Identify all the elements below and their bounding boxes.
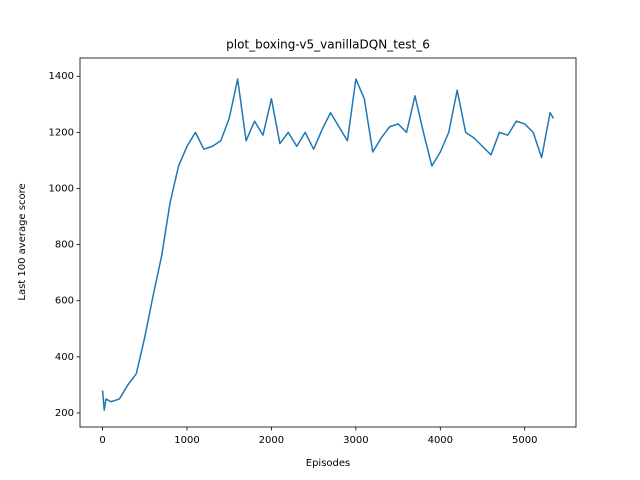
x-tick-label: 3000 bbox=[343, 435, 368, 446]
x-tick-label: 2000 bbox=[259, 435, 284, 446]
y-tick-label: 1400 bbox=[49, 71, 74, 82]
x-tick-label: 1000 bbox=[174, 435, 199, 446]
x-tick-label: 0 bbox=[99, 435, 105, 446]
y-tick-label: 200 bbox=[55, 408, 74, 419]
y-tick-label: 1200 bbox=[49, 127, 74, 138]
x-tick-label: 4000 bbox=[428, 435, 453, 446]
chart-title: plot_boxing-v5_vanillaDQN_test_6 bbox=[226, 38, 430, 52]
axes-frame bbox=[79, 57, 577, 428]
x-tick-label: 5000 bbox=[512, 435, 537, 446]
y-tick-label: 600 bbox=[55, 296, 74, 307]
y-tick-label: 800 bbox=[55, 240, 74, 251]
line bbox=[101, 78, 555, 411]
y-tick-label: 400 bbox=[55, 352, 74, 363]
x-axis-label: Episodes bbox=[306, 458, 350, 469]
y-axis-label: Last 100 average score bbox=[17, 183, 28, 300]
y-tick-label: 1000 bbox=[49, 183, 74, 194]
